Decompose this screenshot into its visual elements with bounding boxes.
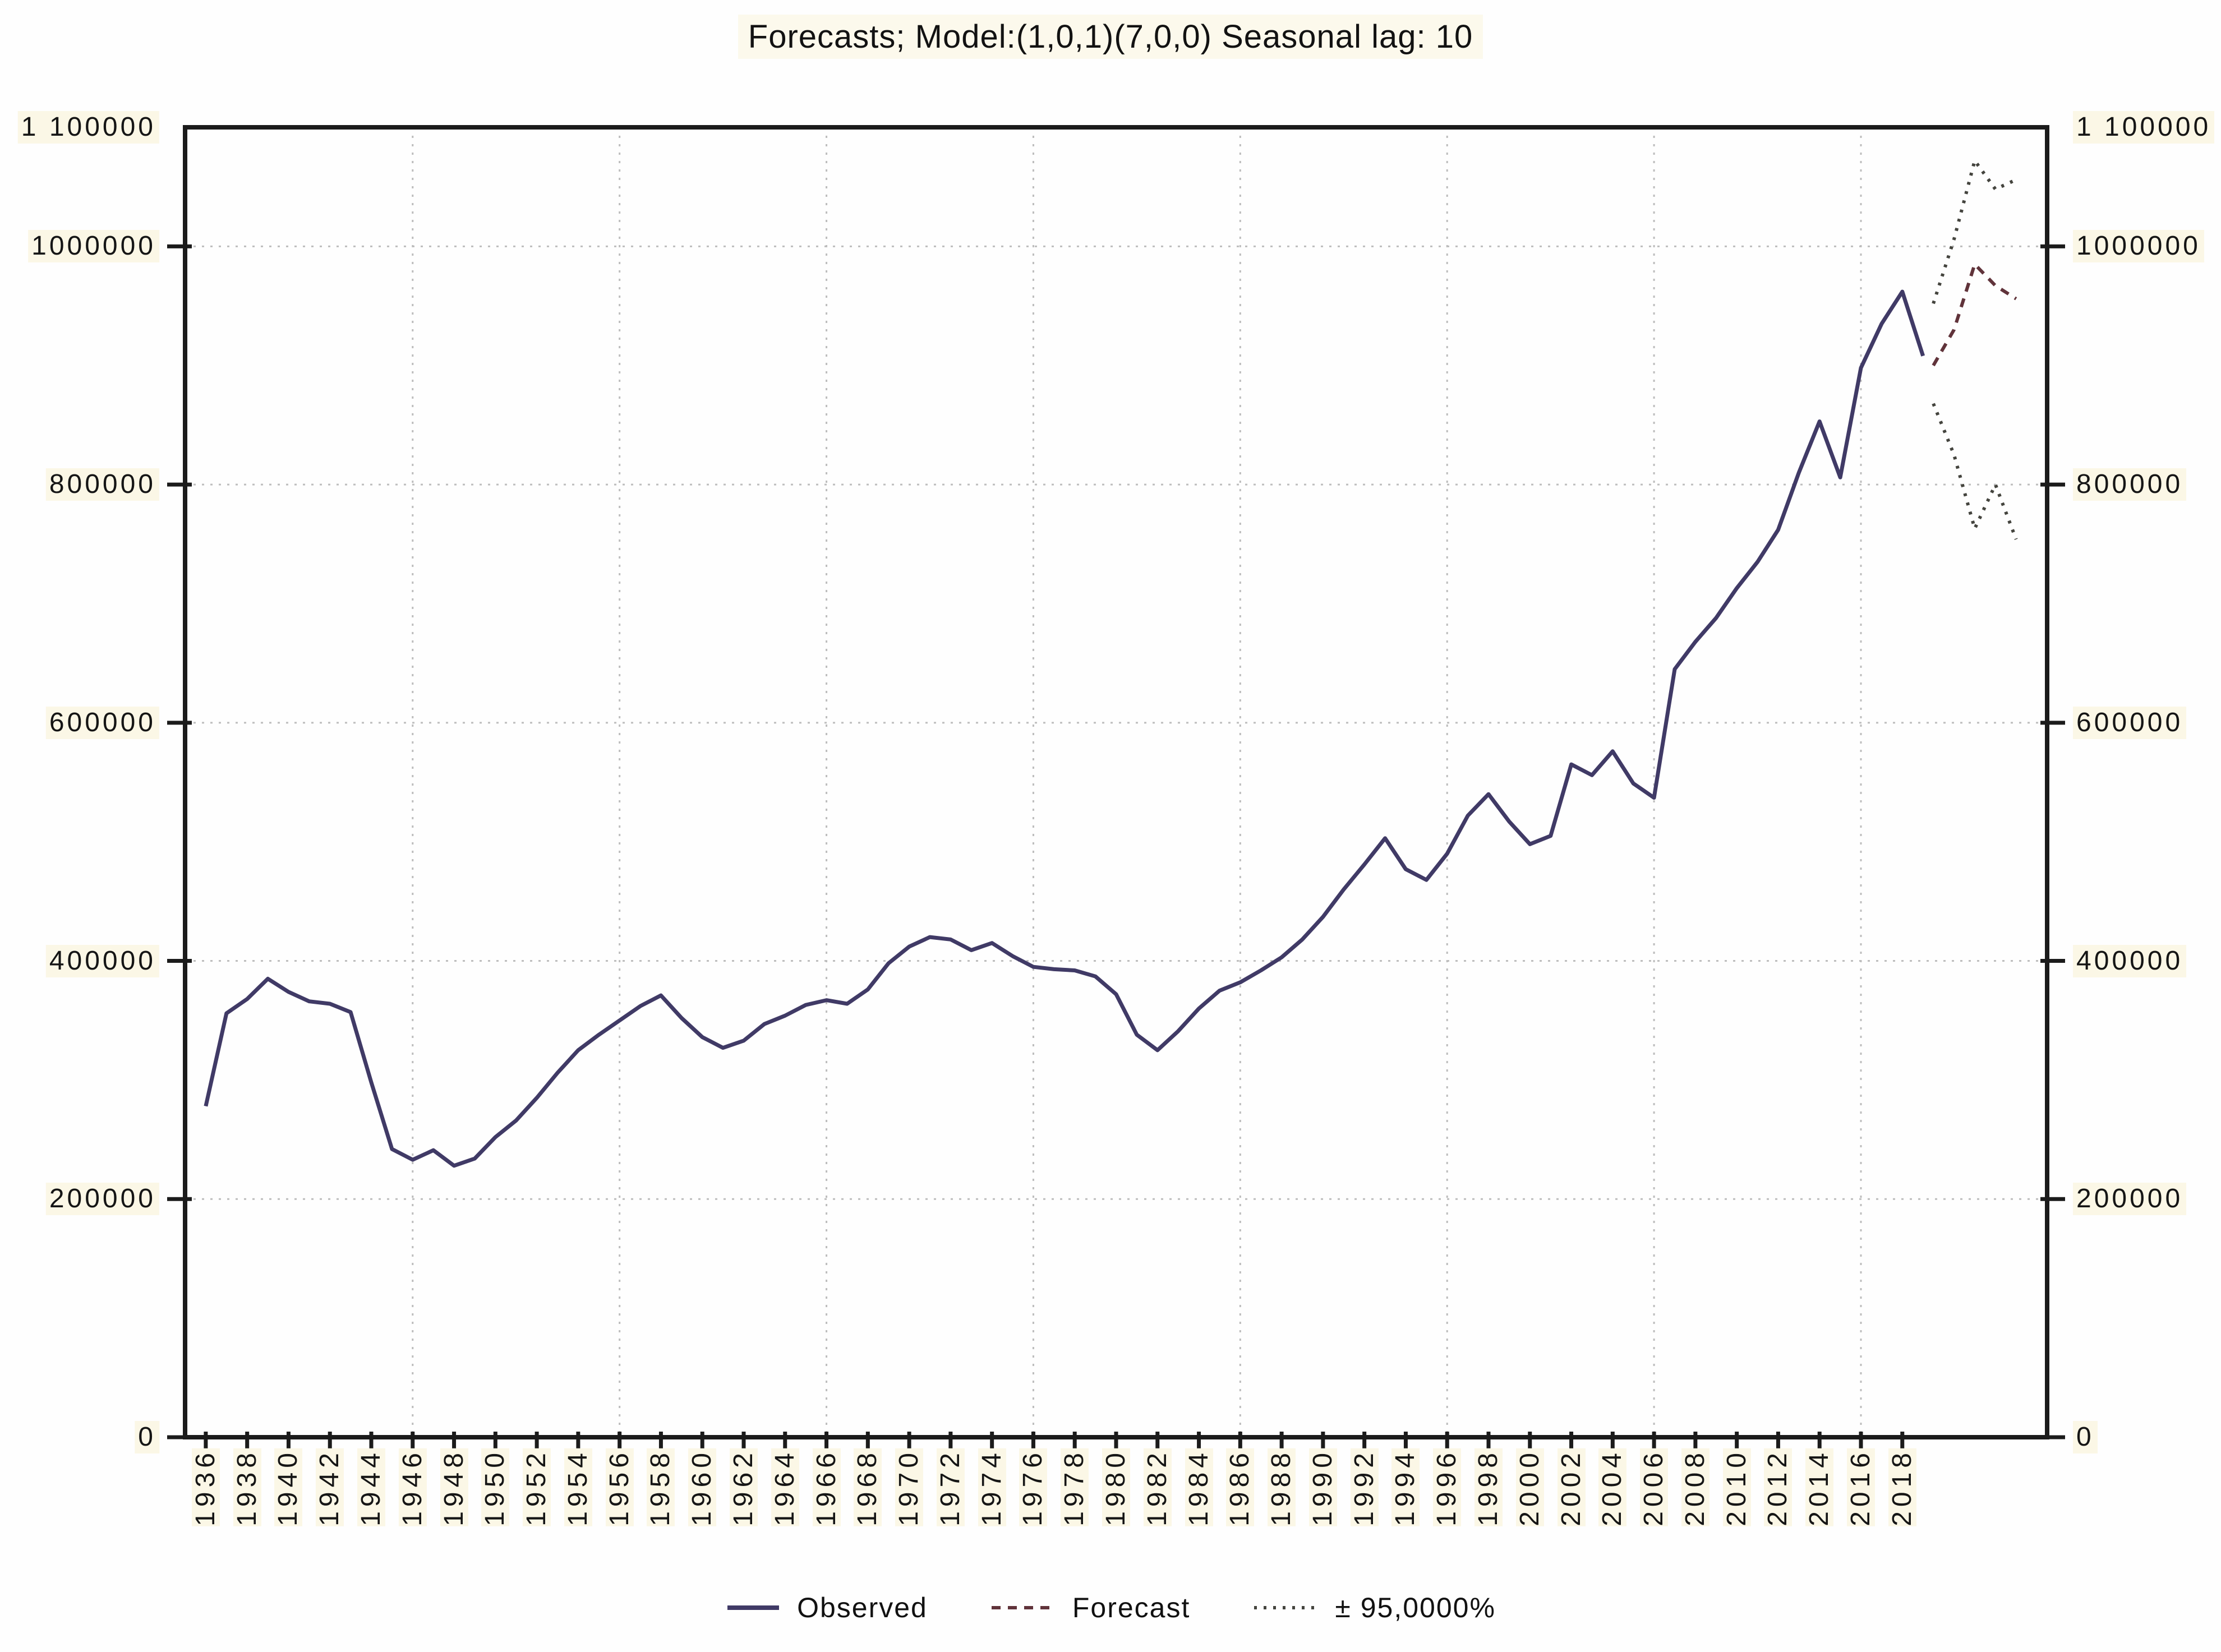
x-axis-label: 1982 bbox=[1142, 1448, 1172, 1526]
x-axis-label: 1962 bbox=[729, 1448, 758, 1526]
x-axis-label: 1958 bbox=[646, 1448, 676, 1526]
y-axis-label-left: 1 100000 bbox=[17, 111, 159, 144]
plot-border bbox=[183, 125, 2049, 1439]
chart-title-text: Forecasts; Model:(1,0,1)(7,0,0) Seasonal… bbox=[738, 15, 1483, 59]
x-axis-label: 1994 bbox=[1390, 1448, 1421, 1526]
legend-label-forecast: Forecast bbox=[1072, 1592, 1191, 1623]
legend-label-confidence: ± 95,0000% bbox=[1335, 1592, 1496, 1623]
y-axis-label-left: 400000 bbox=[45, 944, 159, 977]
x-axis-label: 1960 bbox=[687, 1448, 717, 1526]
legend-item-confidence: ± 95,0000% bbox=[1252, 1591, 1496, 1624]
x-axis-label: 1946 bbox=[397, 1448, 427, 1526]
upper-95-series-line bbox=[1932, 159, 2017, 304]
y-axis-label-left: 800000 bbox=[45, 468, 159, 501]
x-axis-label: 1996 bbox=[1432, 1448, 1462, 1526]
x-axis-label: 1984 bbox=[1183, 1448, 1214, 1526]
x-axis-label: 1992 bbox=[1349, 1448, 1379, 1526]
observed-line-swatch bbox=[727, 1605, 780, 1610]
x-axis-label: 1940 bbox=[273, 1448, 303, 1526]
x-axis-label: 1936 bbox=[190, 1448, 220, 1526]
x-axis-label: 1990 bbox=[1307, 1448, 1338, 1526]
x-axis-label: 2018 bbox=[1887, 1448, 1917, 1526]
x-axis-label: 1966 bbox=[811, 1448, 841, 1526]
legend: Observed Forecast ± 95,0000% bbox=[0, 1591, 2221, 1624]
legend-item-forecast: Forecast bbox=[989, 1591, 1191, 1624]
chart-title: Forecasts; Model:(1,0,1)(7,0,0) Seasonal… bbox=[0, 15, 2221, 59]
x-axis-label: 1944 bbox=[356, 1448, 386, 1526]
y-axis-label-right: 800000 bbox=[2073, 468, 2187, 501]
x-axis-label: 1938 bbox=[232, 1448, 262, 1526]
forecast-series-line bbox=[1932, 262, 2017, 367]
x-axis-label: 1986 bbox=[1225, 1448, 1255, 1526]
y-axis-label-right: 200000 bbox=[2073, 1183, 2187, 1216]
x-axis-label: 1956 bbox=[604, 1448, 634, 1526]
x-axis-label: 2004 bbox=[1597, 1448, 1628, 1526]
lower-95-series-line bbox=[1932, 403, 2018, 540]
x-axis-label: 1980 bbox=[1101, 1448, 1131, 1526]
x-axis-label: 2008 bbox=[1680, 1448, 1710, 1526]
y-axis-label-right: 1 100000 bbox=[2073, 111, 2215, 144]
x-axis-label: 1942 bbox=[315, 1448, 345, 1526]
y-axis-label-left: 600000 bbox=[45, 706, 159, 739]
x-axis-label: 1998 bbox=[1473, 1448, 1503, 1526]
x-axis-label: 2000 bbox=[1514, 1448, 1545, 1526]
x-axis-label: 2010 bbox=[1721, 1448, 1752, 1526]
x-axis-label: 1954 bbox=[563, 1448, 593, 1526]
x-axis-label: 1970 bbox=[894, 1448, 924, 1526]
x-axis-label: 1952 bbox=[522, 1448, 552, 1526]
legend-label-observed: Observed bbox=[797, 1592, 928, 1623]
y-axis-label-right: 600000 bbox=[2073, 706, 2187, 739]
legend-item-observed: Observed bbox=[725, 1591, 928, 1624]
x-axis-label: 1976 bbox=[1018, 1448, 1048, 1526]
x-axis-label: 1968 bbox=[853, 1448, 883, 1526]
observed-series-line bbox=[204, 289, 1925, 1168]
confidence-line-swatch bbox=[1254, 1606, 1317, 1609]
x-axis-label: 1964 bbox=[769, 1448, 800, 1526]
x-axis-label: 2006 bbox=[1639, 1448, 1669, 1526]
x-axis-label: 2002 bbox=[1556, 1448, 1586, 1526]
x-axis-label: 1950 bbox=[480, 1448, 510, 1526]
x-axis-label: 1974 bbox=[976, 1448, 1007, 1526]
x-axis-label: 1978 bbox=[1059, 1448, 1090, 1526]
x-axis-label: 2016 bbox=[1846, 1448, 1876, 1526]
y-axis-label-left: 1000000 bbox=[28, 230, 159, 263]
y-axis-label-right: 400000 bbox=[2073, 944, 2187, 977]
x-axis-label: 1988 bbox=[1266, 1448, 1297, 1526]
x-axis-label: 1948 bbox=[439, 1448, 469, 1526]
y-axis-label-right: 0 bbox=[2073, 1421, 2098, 1453]
x-axis-label: 2012 bbox=[1763, 1448, 1793, 1526]
forecast-line-swatch bbox=[991, 1606, 1054, 1609]
y-axis-label-left: 200000 bbox=[45, 1183, 159, 1216]
x-axis-label: 1972 bbox=[935, 1448, 965, 1526]
y-axis-label-left: 0 bbox=[135, 1421, 159, 1453]
x-axis-label: 2014 bbox=[1804, 1448, 1835, 1526]
y-axis-label-right: 1000000 bbox=[2073, 230, 2204, 263]
